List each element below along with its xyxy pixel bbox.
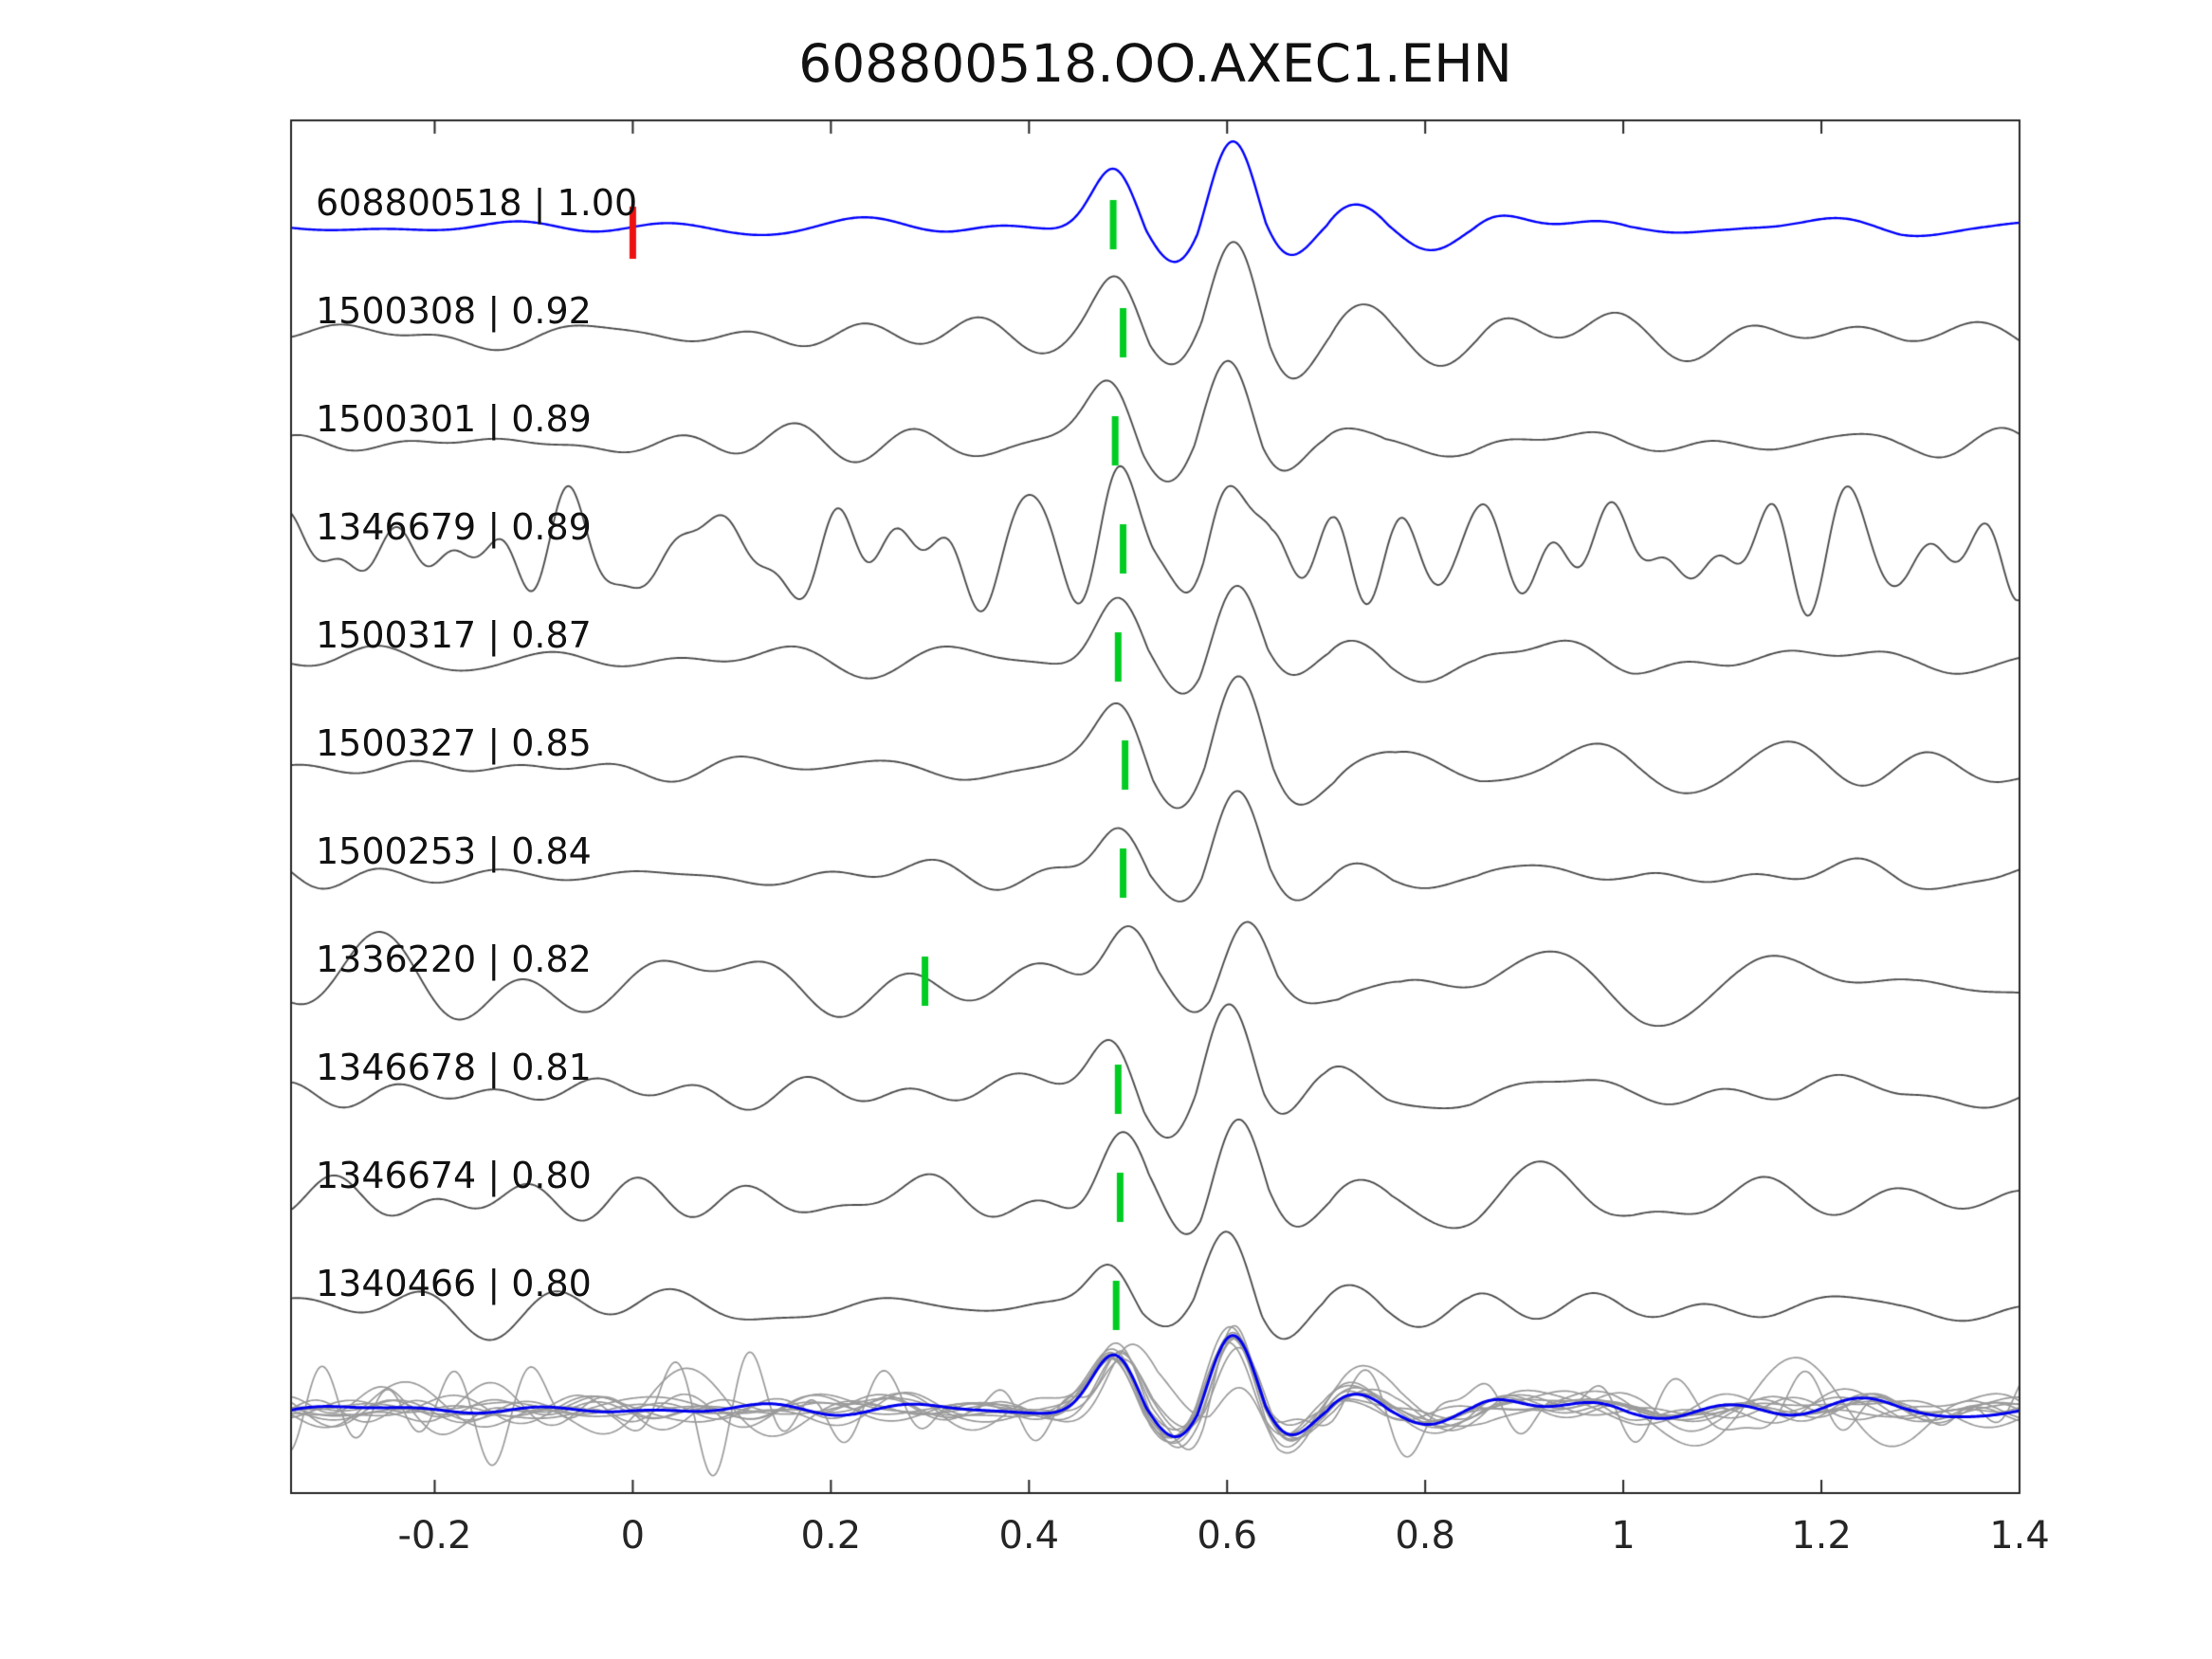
x-tick-label: 1.2 (1791, 1514, 1852, 1558)
trace-label: 1340466 | 0.80 (316, 1263, 592, 1304)
trace-label: 1500317 | 0.87 (316, 614, 592, 656)
trace-label: 1500308 | 0.92 (316, 290, 592, 332)
trace-label: 1346678 | 0.81 (316, 1047, 592, 1088)
x-tick-label: 0 (620, 1514, 646, 1558)
trace-label: 1346679 | 0.89 (316, 506, 592, 548)
trace-label: 1336220 | 0.82 (316, 939, 592, 980)
trace-label: 1500327 | 0.85 (316, 722, 592, 764)
trace-label: 1346674 | 0.80 (316, 1155, 592, 1196)
x-tick-label: -0.2 (397, 1514, 472, 1558)
x-tick-label: 0.6 (1197, 1514, 1258, 1558)
x-tick-label: 0.4 (998, 1514, 1060, 1558)
trace-label: 1500301 | 0.89 (316, 398, 592, 440)
x-tick-label: 0.8 (1395, 1514, 1455, 1558)
x-tick-label: 1.4 (1989, 1514, 2050, 1558)
trace-label: 608800518 | 1.00 (316, 182, 638, 224)
x-tick-label: 0.2 (800, 1514, 862, 1558)
trace-label: 1500253 | 0.84 (316, 830, 592, 872)
x-tick-label: 1 (1611, 1514, 1636, 1558)
